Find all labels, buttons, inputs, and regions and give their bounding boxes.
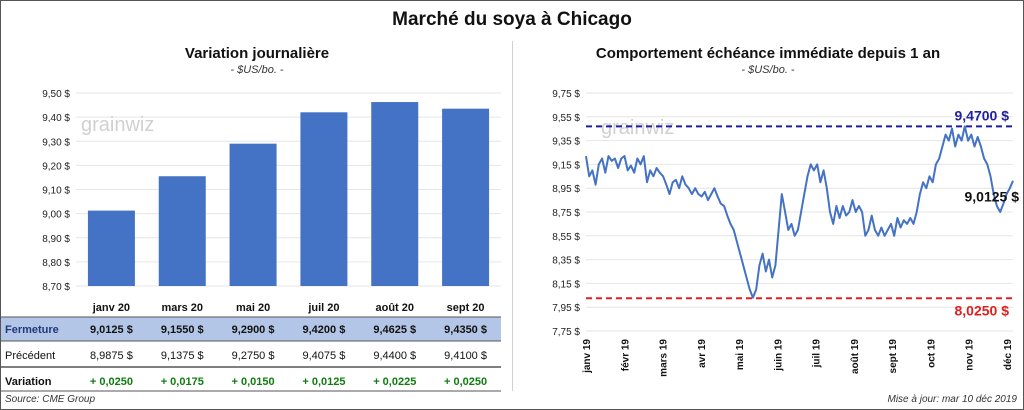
line-x-tick-label: juil 19: [812, 339, 823, 369]
line-y-tick-label: 7,75 $: [552, 327, 580, 338]
watermark-logo: grainwiz: [81, 114, 154, 136]
bar-chart-title: Variation journalière: [184, 45, 330, 62]
source-note: Source: CME Group: [5, 394, 96, 405]
table-cell: 9,1375 $: [161, 350, 204, 362]
bar-y-tick-label: 9,00 $: [42, 210, 70, 221]
bar-x-tick-label: sept 20: [447, 302, 485, 314]
table-cell: 9,4625 $: [373, 324, 416, 336]
table-cell: + 0,0250: [90, 376, 133, 388]
line-y-tick-label: 8,95 $: [552, 184, 580, 195]
table-cell: 9,4350 $: [444, 324, 487, 336]
bar-4: [371, 102, 419, 286]
line-x-tick-label: sept 19: [888, 339, 899, 374]
table-row-label: Variation: [5, 376, 52, 388]
page-title: Marché du soya à Chicago: [392, 9, 632, 30]
line-x-tick-label: oct 19: [926, 339, 937, 368]
table-header-bg: [1, 317, 501, 341]
bar-5: [442, 108, 490, 287]
line-y-tick-label: 8,55 $: [552, 232, 580, 243]
price-line: [585, 125, 1014, 299]
bar-chart-units: - $US/bo. -: [230, 64, 284, 76]
last-price-label: 9,0125 $: [965, 188, 1020, 204]
bar-0: [87, 210, 135, 286]
bar-2: [229, 143, 277, 286]
bar-y-tick-label: 8,90 $: [42, 234, 70, 245]
bar-x-tick-label: juil 20: [307, 302, 339, 314]
line-chart: 7,75 $ 7,95 $ 8,15 $ 8,35 $ 8,55 $ 8,75 $ 8,95…: [552, 89, 1020, 377]
max-price-label: 9,4700 $: [955, 107, 1010, 123]
line-y-tick-label: 8,15 $: [552, 279, 580, 290]
line-y-tick-label: 8,35 $: [552, 256, 580, 267]
table-cell: + 0,0150: [232, 376, 275, 388]
table-cell: + 0,0225: [373, 376, 416, 388]
bar-x-tick-label: mai 20: [236, 302, 270, 314]
table-row-label: Fermeture: [5, 324, 59, 336]
bar-y-tick-label: 9,10 $: [42, 186, 70, 197]
line-y-tick-label: 9,35 $: [552, 137, 580, 148]
line-y-tick-label: 9,75 $: [552, 89, 580, 100]
bar-3: [300, 112, 348, 286]
line-x-tick-label: févr 19: [620, 339, 631, 372]
update-note: Mise à jour: mar 10 déc 2019: [887, 394, 1017, 405]
line-x-tick-label: août 19: [850, 339, 861, 374]
watermark-logo: grainwiz: [601, 117, 674, 139]
line-x-tick-label: mai 19: [735, 339, 746, 371]
table-cell: 9,4400 $: [373, 350, 416, 362]
bar-y-tick-label: 9,40 $: [42, 113, 70, 124]
table-cell: 9,4100 $: [444, 350, 487, 362]
table-cell: 9,1550 $: [161, 324, 204, 336]
line-x-tick-label: juin 19: [773, 339, 784, 372]
line-x-tick-label: mars 19: [659, 339, 670, 377]
panel-divider: [512, 41, 513, 391]
line-chart-units: - $US/bo. -: [741, 64, 795, 76]
line-y-tick-label: 9,15 $: [552, 160, 580, 171]
line-y-tick-label: 7,95 $: [552, 303, 580, 314]
line-x-tick-label: nov 19: [965, 339, 976, 371]
line-y-tick-label: 9,55 $: [552, 113, 580, 124]
bar-1: [158, 176, 206, 286]
bar-chart: 8,70 $ 8,80 $ 8,90 $ 9,00 $ 9,10 $ 9,20 $ 9,30…: [1, 89, 501, 392]
bar-x-tick-label: janv 20: [92, 302, 130, 314]
table-cell: 9,4200 $: [303, 324, 346, 336]
table-cell: 8,9875 $: [90, 350, 133, 362]
line-y-tick-label: 8,75 $: [552, 208, 580, 219]
line-x-tick-label: janv 19: [582, 339, 593, 374]
table-cell: 9,4075 $: [303, 350, 346, 362]
table-row-label: Précédent: [5, 350, 55, 362]
bar-x-tick-label: mars 20: [161, 302, 203, 314]
line-x-tick-label: avr 19: [697, 339, 708, 368]
bar-y-tick-label: 8,80 $: [42, 258, 70, 269]
bar-y-tick-label: 9,30 $: [42, 137, 70, 148]
bar-y-tick-label: 9,20 $: [42, 161, 70, 172]
min-price-label: 8,0250 $: [955, 302, 1010, 318]
table-cell: + 0,0125: [302, 376, 345, 388]
table-cell: 9,0125 $: [90, 324, 133, 336]
line-chart-title: Comportement échéance immédiate depuis 1…: [595, 45, 941, 62]
bar-y-tick-label: 9,50 $: [42, 89, 70, 100]
table-cell: 9,2750 $: [232, 350, 275, 362]
table-cell: + 0,0250: [444, 376, 487, 388]
line-x-tick-label: déc 19: [1003, 339, 1014, 371]
bar-y-tick-label: 8,70 $: [42, 282, 70, 293]
table-cell: + 0,0175: [161, 376, 204, 388]
bar-x-tick-label: août 20: [375, 302, 414, 314]
table-cell: 9,2900 $: [232, 324, 275, 336]
